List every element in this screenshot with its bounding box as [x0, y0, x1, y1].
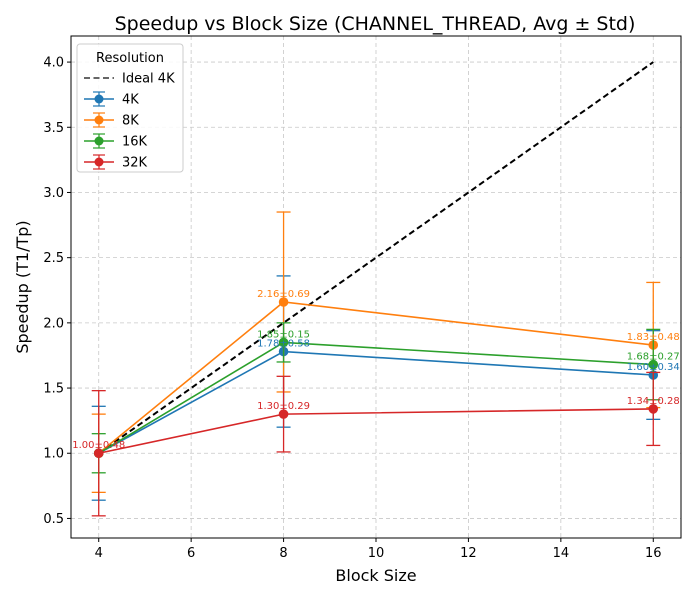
y-tick-label: 0.5 [43, 512, 64, 527]
legend-4k-label: 4K [122, 93, 139, 108]
series-16k-data-label: 1.68±0.27 [627, 352, 680, 363]
legend-16k-label: 16K [122, 135, 148, 150]
y-axis-label: Speedup (T1/Tp) [13, 220, 32, 353]
legend-8k-marker [94, 115, 104, 125]
series-16k-data-label: 1.85±0.15 [257, 329, 310, 340]
series-8k-data-label: 2.16±0.69 [257, 289, 310, 300]
y-tick-label: 4.0 [43, 56, 64, 71]
series-32k-point [93, 448, 104, 459]
series-32k-point [648, 404, 659, 414]
plot-area: 1.78±0.58 1.60±0.34 2.16±0.69 1.83±0.48 1.85… [72, 61, 680, 517]
x-tick-label: 14 [553, 546, 570, 561]
legend-8k-label: 8K [122, 114, 139, 129]
legend-4k-marker [94, 94, 104, 104]
series-16k-point [648, 359, 659, 370]
x-tick-label: 10 [368, 546, 385, 561]
legend-box [76, 43, 184, 173]
x-tick-label: 6 [187, 546, 195, 561]
y-tick-label: 1.5 [43, 382, 64, 397]
legend-title: Resolution [96, 51, 164, 66]
legend-32k-marker [94, 157, 104, 167]
y-tick-label: 2.5 [43, 251, 64, 266]
series-32k-data-label: 1.00±0.48 [72, 440, 125, 451]
series-8k-point [278, 297, 289, 307]
grid [71, 36, 681, 538]
series-32k-point [278, 409, 289, 419]
y-tick-label: 3.0 [43, 186, 64, 201]
series-8k-data-label: 1.83±0.48 [627, 332, 680, 343]
ideal-4k-line [98, 61, 654, 455]
legend-label-ideal: Ideal 4K [122, 72, 175, 87]
chart-title: Speedup vs Block Size (CHANNEL_THREAD, A… [115, 13, 636, 35]
y-tick-label: 2.0 [43, 316, 64, 331]
x-tick-label: 8 [279, 546, 287, 561]
x-tick-label: 12 [460, 546, 477, 561]
series-32k-data-label: 1.30±0.29 [257, 401, 310, 412]
series-16k-point [278, 337, 289, 348]
legend-16k-marker [94, 136, 104, 146]
series-4k-data-label: 1.78±0.58 [257, 339, 310, 350]
series-32k-data-label: 1.34±0.28 [627, 396, 680, 407]
x-tick-label: 16 [645, 546, 662, 561]
x-tick-label: 4 [95, 546, 103, 561]
legend-32k-label: 32K [122, 156, 148, 171]
legend: Resolution Ideal 4K 4K 8K 16K 32K [76, 43, 184, 173]
y-tick-label: 3.5 [43, 121, 64, 136]
series-4k-data-label: 1.60±0.34 [627, 362, 680, 373]
y-tick-label: 1.0 [43, 447, 64, 462]
axis-ticks: 4 6 8 10 12 14 16 0.5 1.0 1.5 2.0 2.5 3.0 3.5 4.0 [43, 56, 661, 561]
x-axis-label: Block Size [335, 566, 416, 585]
